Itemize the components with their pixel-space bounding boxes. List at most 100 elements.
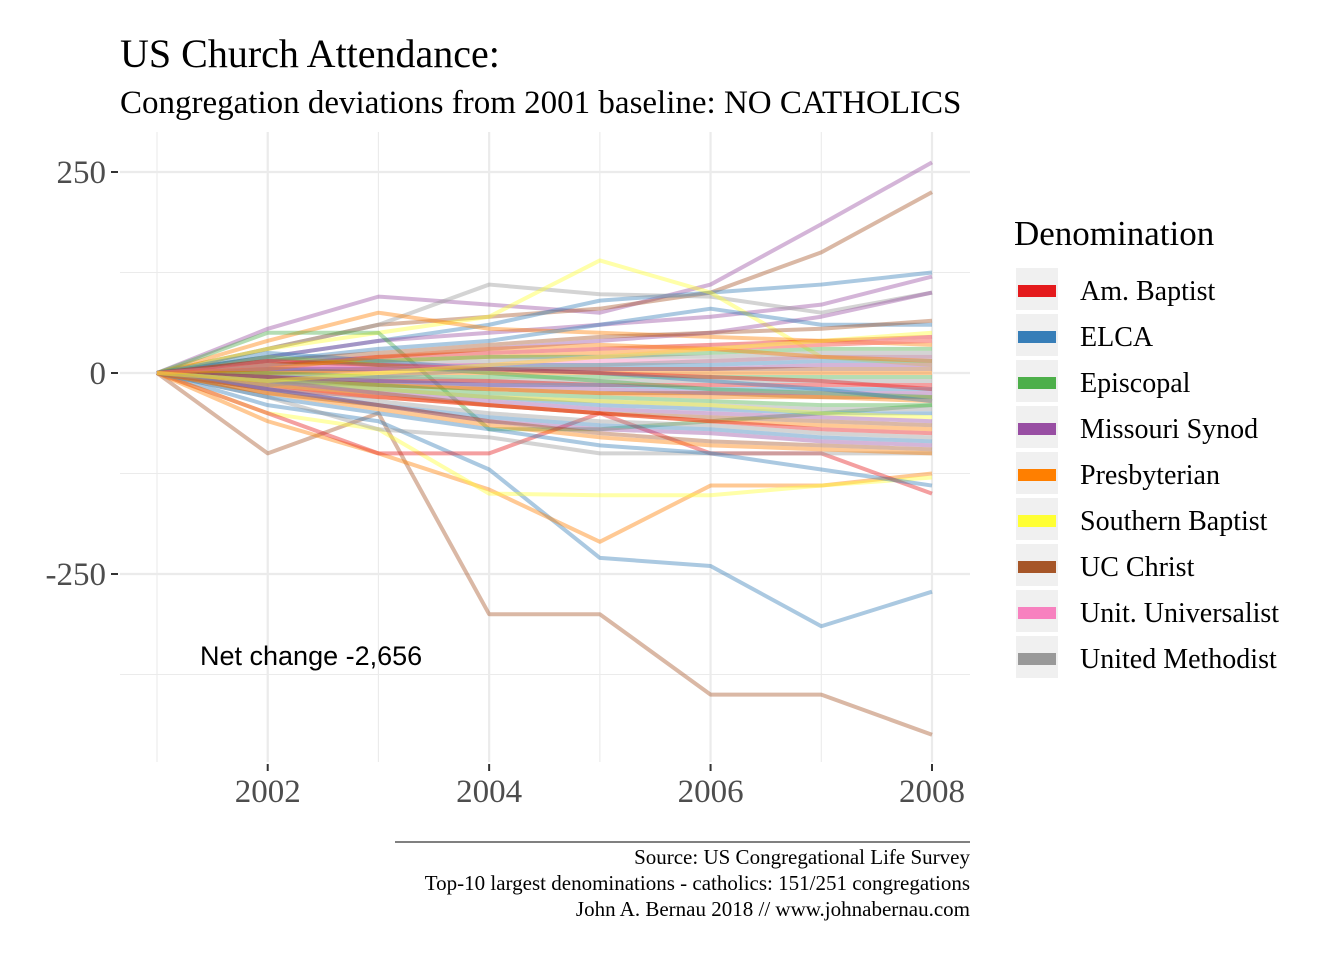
series-line [156,346,932,375]
caption-sample: Top-10 largest denominations - catholics… [425,871,970,895]
series-line [156,371,933,440]
legend-swatch [1018,607,1056,619]
series-line [156,371,933,629]
series-line [156,318,933,375]
chart-title: US Church Attendance: [120,31,500,76]
y-tick-label: 250 [57,155,107,191]
caption-source: Source: US Congregational Life Survey [634,845,970,869]
series-line [155,371,933,737]
legend-title: Denomination [1014,214,1214,253]
y-tick-label: 0 [90,356,107,392]
series-line [156,354,932,375]
legend-item: Am. Baptist [1016,268,1216,310]
chart-subtitle: Congregation deviations from 2001 baseli… [120,85,961,121]
series-line [157,371,932,380]
series-line [156,371,932,392]
legend-label: ELCA [1080,322,1154,353]
series-line [156,270,933,375]
caption: Source: US Congregational Life Survey To… [395,841,970,921]
series-line [156,354,932,388]
series-line [156,371,932,400]
series-line [156,290,933,375]
series-line [156,282,933,375]
series-line [157,366,932,375]
series-line [156,371,933,448]
legend-item: ELCA [1016,314,1154,356]
legend-item: Presbyterian [1016,452,1220,494]
series-line [156,350,932,375]
legend-label: Missouri Synod [1080,414,1258,445]
legend-item: Southern Baptist [1016,498,1268,540]
series-line [156,371,933,488]
series-line [156,371,933,420]
series-line [156,338,933,375]
series-line [156,371,932,396]
series-line [156,371,933,436]
series-line [156,190,933,375]
legend-label: Presbyterian [1080,460,1220,491]
legend-swatch [1018,515,1056,527]
series-line [156,258,933,375]
legend-label: Am. Baptist [1080,276,1216,307]
series-line [156,371,933,432]
legend-item: Episcopal [1016,360,1191,402]
series-line [156,354,933,400]
series-line [156,274,933,375]
legend-swatch [1018,561,1056,573]
legend-swatch [1018,469,1056,481]
series-line [156,350,933,404]
legend-label: Southern Baptist [1080,506,1268,537]
series-line [156,371,932,456]
series-line [156,371,933,428]
series-line [156,334,933,375]
series-layer [155,160,933,737]
series-line [156,338,933,375]
series-line [156,310,933,375]
series-line [156,160,933,375]
series-line [156,371,932,412]
axes: 250 0 -250 2002 2004 2006 2008 [46,155,966,810]
series-line [156,371,933,444]
grid [120,132,970,762]
series-line [156,371,933,496]
series-line [156,371,933,456]
legend-item: United Methodist [1016,636,1277,678]
series-line [156,371,932,388]
legend-swatch [1018,423,1056,435]
legend-item: Missouri Synod [1016,406,1258,448]
series-line [156,371,933,404]
series-line [156,371,932,416]
series-line [156,371,933,498]
x-tick-label: 2004 [456,774,522,810]
legend-item: UC Christ [1016,544,1195,586]
series-line [156,371,932,408]
series-line [156,342,933,375]
series-line [156,371,932,384]
legend-label: United Methodist [1080,644,1277,675]
series-line [156,371,933,544]
legend-label: UC Christ [1080,552,1195,583]
legend-swatch [1018,331,1056,343]
legend-label: Episcopal [1080,368,1191,399]
series-line [156,371,933,452]
legend-label: Unit. Universalist [1080,598,1279,629]
series-line [156,358,933,392]
y-tick-label: -250 [46,557,107,593]
legend-swatch [1018,653,1056,665]
series-line [156,358,932,375]
series-line [156,330,933,432]
legend: Denomination Am. Baptist ELCA Episcopal Mis… [1014,214,1279,678]
series-line [156,371,933,424]
legend-swatch [1018,377,1056,389]
caption-author: John A. Bernau 2018 // www.johnabernau.c… [576,897,970,921]
x-tick-label: 2008 [899,774,965,810]
series-line [156,362,932,375]
net-change-annotation: Net change -2,656 [200,641,422,671]
legend-swatch [1018,285,1056,297]
x-tick-label: 2006 [678,774,744,810]
legend-item: Unit. Universalist [1016,590,1279,632]
x-tick-label: 2002 [235,774,301,810]
series-line [156,306,932,375]
